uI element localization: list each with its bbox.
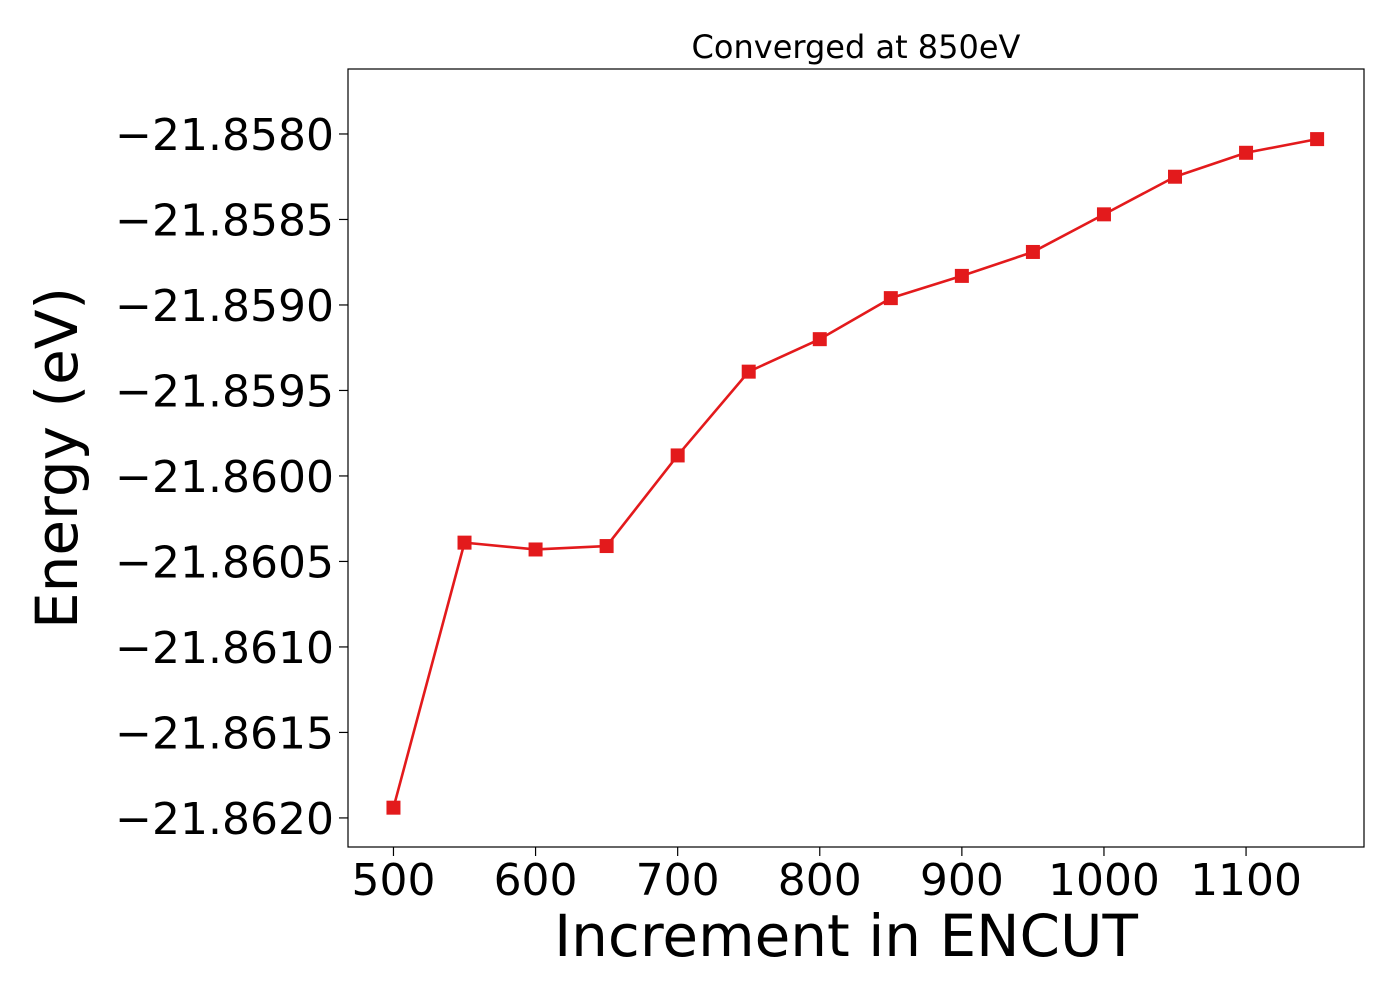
x-tick-label: 900 bbox=[920, 855, 1004, 906]
y-tick-label: −21.8620 bbox=[115, 794, 334, 845]
y-tick-label: −21.8610 bbox=[115, 623, 334, 674]
y-tick-label: −21.8600 bbox=[115, 452, 334, 503]
data-point-marker bbox=[670, 448, 685, 463]
data-point-marker bbox=[741, 364, 756, 379]
chart-title: Converged at 850eV bbox=[692, 28, 1021, 66]
x-tick-label: 700 bbox=[636, 855, 720, 906]
x-tick-label: 600 bbox=[494, 855, 578, 906]
y-tick-label: −21.8580 bbox=[115, 110, 334, 161]
y-axis-ticks: −21.8580 −21.8585 −21.8590 −21.8595 −21.8600… bbox=[115, 110, 348, 845]
x-tick-label: 1100 bbox=[1190, 855, 1302, 906]
series-layer bbox=[386, 132, 1325, 815]
x-tick-label: 1000 bbox=[1048, 855, 1160, 906]
data-point-marker bbox=[1310, 132, 1325, 147]
x-tick-label: 500 bbox=[351, 855, 435, 906]
series-line bbox=[392, 137, 1318, 809]
data-point-marker bbox=[457, 535, 472, 550]
y-tick-label: −21.8615 bbox=[115, 708, 334, 759]
data-point-marker bbox=[954, 268, 969, 283]
plot-area-frame bbox=[347, 68, 1365, 848]
y-tick-label: −21.8590 bbox=[115, 281, 334, 332]
data-point-marker bbox=[386, 800, 401, 815]
y-axis-label: Energy (eV) bbox=[23, 287, 91, 629]
data-point-marker bbox=[1096, 207, 1111, 222]
y-tick-label: −21.8585 bbox=[115, 195, 334, 246]
data-point-marker bbox=[1239, 145, 1254, 160]
x-tick-label: 800 bbox=[778, 855, 862, 906]
x-axis-label: Increment in ENCUT bbox=[554, 902, 1138, 970]
data-point-marker bbox=[1168, 169, 1183, 184]
data-point-marker bbox=[528, 542, 543, 557]
data-point-marker bbox=[599, 539, 614, 554]
y-tick-label: −21.8595 bbox=[115, 366, 334, 417]
data-point-marker bbox=[812, 332, 827, 347]
y-tick-label: −21.8605 bbox=[115, 537, 334, 588]
data-point-marker bbox=[883, 291, 898, 306]
x-axis-ticks: 500 600 700 800 900 1000 1100 bbox=[351, 847, 1302, 906]
data-point-marker bbox=[1025, 244, 1040, 259]
